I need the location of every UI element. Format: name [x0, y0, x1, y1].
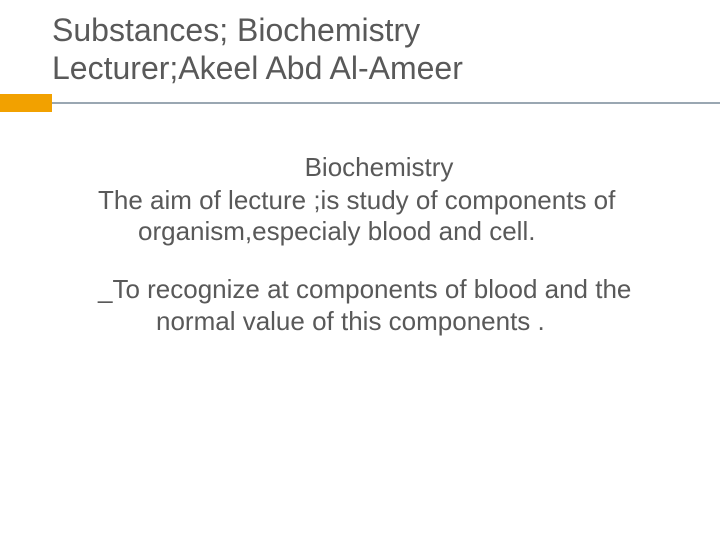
subtitle: Biochemistry: [98, 152, 660, 183]
paragraph-aim: The aim of lecture ;is study of componen…: [98, 185, 660, 248]
title-line-2: Lecturer;Akeel Abd Al-Ameer: [52, 50, 680, 88]
para1-line1: The aim of lecture ;is study of componen…: [98, 185, 615, 215]
slide-title: Substances; Biochemistry Lecturer;Akeel …: [52, 12, 680, 88]
slide-header: Substances; Biochemistry Lecturer;Akeel …: [0, 0, 720, 88]
slide-body: Biochemistry The aim of lecture ;is stud…: [0, 112, 720, 338]
divider-line: [52, 102, 720, 104]
para2-line1: _To recognize at components of blood and…: [98, 274, 660, 306]
accent-marker: [0, 94, 52, 112]
para2-line2: normal value of this components .: [98, 306, 660, 338]
header-divider: [0, 94, 720, 112]
para1-line2: organism,especialy blood and cell.: [138, 216, 535, 246]
title-line-1: Substances; Biochemistry: [52, 12, 680, 50]
paragraph-recognize: _To recognize at components of blood and…: [98, 274, 660, 337]
